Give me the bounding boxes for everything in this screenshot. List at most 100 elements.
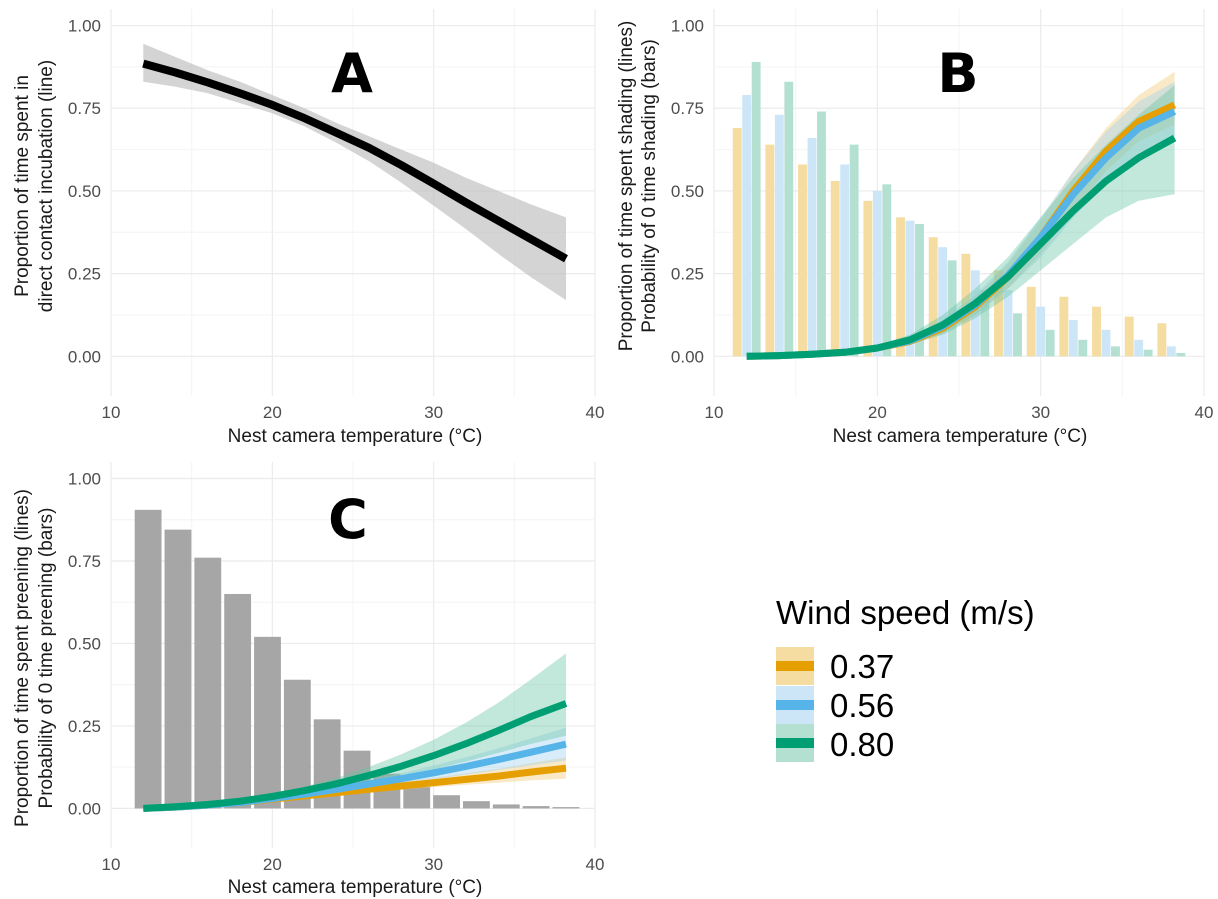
legend-item-2: 0.80 — [776, 724, 894, 763]
panel-b-bar-g0-8 — [994, 270, 1003, 357]
panel-a-y-tick-label-3: 0.75 — [68, 99, 101, 118]
panel-b-bar-g2-10 — [1078, 339, 1088, 357]
panel-a: 10 20 30 40 0.00 0.25 0.50 0.75 1.00 A Nest came… — [12, 9, 604, 447]
panel-c-bar-g0-9 — [403, 786, 431, 809]
panel-b-bar-g1-1 — [774, 114, 784, 357]
panel-b-bands — [746, 71, 1175, 357]
panel-a-x-tick-label-3: 40 — [586, 403, 605, 422]
panel-b-plot: 10 20 30 40 0.00 0.25 0.50 0.75 1.00 — [671, 9, 1214, 422]
panel-a-y-axis-title-line2: direct contact incubation (line) — [36, 60, 57, 312]
panel-c-y-tick-label-4: 1.00 — [68, 469, 101, 488]
panel-c-y-axis-title-line2: Probability of 0 time preening (bars) — [36, 508, 57, 809]
panel-b-bar-g0-4 — [863, 200, 873, 357]
panel-c-bar-g0-12 — [492, 804, 520, 809]
panel-a-y-tick-label-4: 1.00 — [68, 17, 101, 36]
panel-b-bar-g1-12 — [1134, 339, 1144, 357]
panel-b-y-axis-title-line1: Proportion of time spent shading (lines) — [616, 21, 637, 352]
panel-c-bar-g0-14 — [552, 807, 580, 809]
panel-a-x-axis-title: Nest camera temperature (°C) — [228, 426, 483, 447]
legend-item-0: 0.37 — [776, 647, 894, 685]
panel-b-bar-g1-8 — [1003, 290, 1013, 357]
panel-b-line-2 — [746, 134, 1177, 360]
panel-b-bar-g1-9 — [1036, 306, 1046, 357]
panel-c-y-tick-label-1: 0.25 — [68, 717, 101, 736]
panel-a-x-tick-label-0: 10 — [102, 403, 121, 422]
legend-key-line-2 — [776, 738, 814, 748]
legend-title: Wind speed (m/s) — [776, 594, 1035, 631]
panel-c-band-0 — [143, 757, 567, 809]
panel-c-x-tick-label-0: 10 — [102, 855, 121, 874]
panel-a-y-tick-label-1: 0.25 — [68, 265, 101, 284]
panel-c-bar-g0-13 — [522, 806, 550, 809]
panel-b-bar-g0-6 — [928, 237, 938, 357]
legend-item-1: 0.56 — [776, 686, 894, 724]
panel-b-y-tick-label-1: 0.25 — [671, 265, 704, 284]
panel-b-bar-g0-9 — [1026, 286, 1036, 357]
panel-b-bar-g2-8 — [1013, 313, 1022, 357]
panel-b-bar-g2-11 — [1111, 346, 1120, 357]
panel-b-bar-g1-0 — [742, 95, 752, 357]
panel-b-band-2 — [746, 85, 1175, 357]
panel-c-letter: C — [328, 488, 368, 551]
panel-b-bar-g2-1 — [784, 81, 794, 357]
legend-label-0: 0.37 — [830, 648, 894, 685]
panel-c-ticks: 10 20 30 40 0.00 0.25 0.50 0.75 1.00 — [68, 469, 605, 874]
panel-c-y-tick-label-0: 0.00 — [68, 799, 101, 818]
legend-label-1: 0.56 — [830, 687, 894, 724]
panel-b-bar-g1-6 — [938, 247, 948, 357]
panel-b-bar-g1-10 — [1068, 319, 1078, 357]
panel-b: 10 20 30 40 0.00 0.25 0.50 0.75 1.00 B Nest came… — [616, 9, 1213, 447]
panel-b-bar-g0-10 — [1059, 296, 1069, 357]
panel-c-y-tick-label-2: 0.50 — [68, 634, 101, 653]
panel-a-x-tick-label-2: 30 — [424, 403, 443, 422]
panel-b-x-tick-label-0: 10 — [705, 403, 724, 422]
panel-a-plot: 10 20 30 40 0.00 0.25 0.50 0.75 1.00 — [68, 9, 605, 422]
panel-c-plot: 10 20 30 40 0.00 0.25 0.50 0.75 1.00 — [68, 462, 605, 874]
panel-b-bar-g0-3 — [830, 181, 840, 357]
panel-c-x-axis-title: Nest camera temperature (°C) — [228, 877, 483, 898]
panel-b-bar-g2-3 — [849, 144, 859, 357]
panel-b-lines — [746, 101, 1177, 360]
panel-c-x-tick-label-3: 40 — [586, 855, 605, 874]
panel-c-bar-g0-10 — [433, 795, 460, 809]
panel-b-bar-g1-4 — [872, 190, 882, 357]
legend-key-line-1 — [776, 700, 814, 710]
panel-b-bar-g0-7 — [961, 253, 971, 357]
panel-c-bar-g0-1 — [164, 529, 192, 809]
panel-b-y-axis-title-line2: Probability of 0 time shading (bars) — [639, 39, 660, 333]
panel-b-x-tick-label-3: 40 — [1195, 403, 1214, 422]
panel-b-bar-g0-1 — [765, 144, 775, 357]
panel-c-band-1 — [143, 727, 567, 809]
panel-b-bar-g0-2 — [798, 164, 807, 357]
panel-b-y-tick-label-0: 0.00 — [671, 347, 704, 366]
panel-a-y-tick-label-2: 0.50 — [68, 182, 101, 201]
panel-b-letter: B — [937, 42, 978, 105]
panel-b-bars — [732, 61, 1186, 357]
panel-b-x-tick-label-1: 20 — [868, 403, 887, 422]
panel-b-y-tick-label-3: 0.75 — [671, 99, 704, 118]
panel-b-bar-g2-5 — [915, 224, 924, 357]
panel-b-bar-g1-2 — [807, 138, 817, 357]
panel-a-bands — [143, 43, 567, 301]
panel-b-x-axis-title: Nest camera temperature (°C) — [833, 426, 1088, 447]
panel-b-bar-g2-0 — [751, 61, 761, 357]
panel-b-band-1 — [746, 81, 1175, 357]
legend-key-line-0 — [776, 661, 814, 671]
panel-c-line-2 — [143, 700, 568, 812]
panel-b-bar-g2-13 — [1176, 353, 1186, 357]
panel-b-bar-g0-13 — [1157, 323, 1167, 357]
panel-b-bar-g1-13 — [1166, 346, 1176, 357]
panel-a-line-0 — [142, 59, 568, 263]
panel-a-lines — [142, 59, 568, 263]
panel-c-bar-g0-0 — [134, 509, 162, 809]
panel-c-x-tick-label-1: 20 — [263, 855, 282, 874]
legend-label-2: 0.80 — [830, 726, 894, 763]
panel-b-bar-g1-11 — [1101, 329, 1111, 357]
panel-b-y-tick-label-2: 0.50 — [671, 182, 704, 201]
panel-b-bar-g1-3 — [840, 164, 850, 357]
panel-c-lines — [143, 700, 568, 812]
legend: Wind speed (m/s) 0.37 0.56 0.80 — [776, 594, 1035, 763]
panel-a-y-axis-title-line1: Proportion of time spent in — [12, 75, 33, 297]
panel-a-band-0 — [143, 43, 567, 301]
